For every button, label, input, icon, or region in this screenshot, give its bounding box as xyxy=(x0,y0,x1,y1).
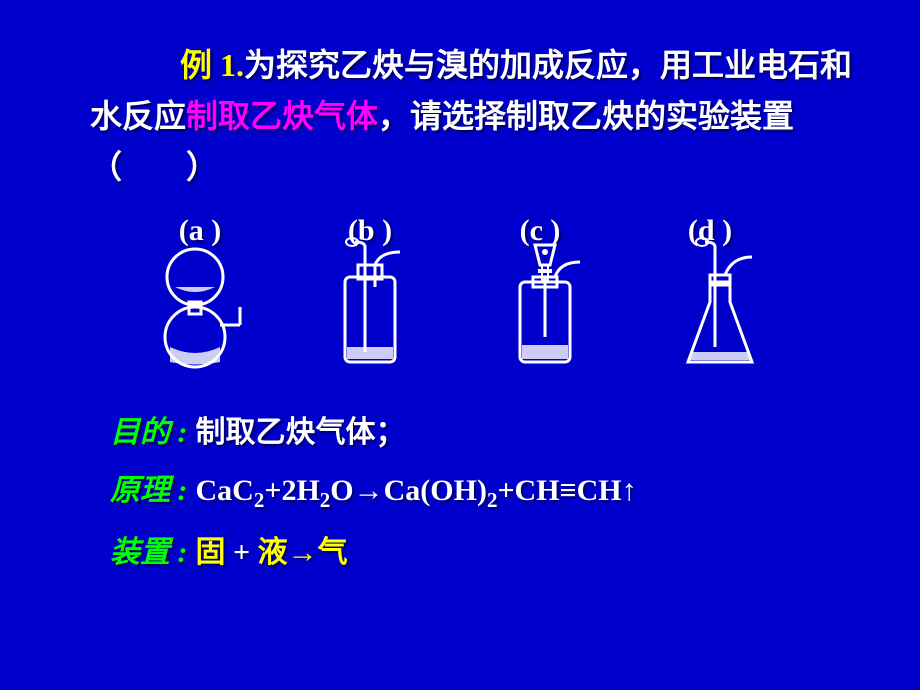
purpose-label: 目的 : xyxy=(110,407,188,451)
principle-label: 原理 : xyxy=(110,465,188,509)
principle-value: CaC2+2H2O→Ca(OH)2+CH≡CH↑ xyxy=(196,474,637,513)
apparatus-plus: + xyxy=(233,536,258,569)
apparatus-a-icon xyxy=(135,237,255,377)
apparatus-row xyxy=(90,237,860,377)
purpose-line: 目的 : 制取乙炔气体； xyxy=(90,407,860,451)
apparatus-label: 装置 : xyxy=(110,527,188,571)
apparatus-arrow: → xyxy=(288,536,318,569)
example-label: 例 1. xyxy=(180,47,244,83)
apparatus-value: 固 + 液→气 xyxy=(196,527,348,571)
apparatus-solid: 固 xyxy=(196,536,234,569)
question-highlight: 制取乙炔气体 xyxy=(186,98,378,134)
question-text: 例 1.为探究乙炔与溴的加成反应，用工业电石和水反应制取乙炔气体，请选择制取乙炔… xyxy=(90,40,860,194)
apparatus-liquid: 液 xyxy=(258,536,288,569)
apparatus-b-icon xyxy=(310,237,430,377)
apparatus-c-icon xyxy=(485,237,605,377)
apparatus-d-icon xyxy=(660,237,780,377)
principle-line: 原理 : CaC2+2H2O→Ca(OH)2+CH≡CH↑ xyxy=(90,465,860,513)
apparatus-line: 装置 : 固 + 液→气 xyxy=(90,527,860,571)
apparatus-gas: 气 xyxy=(318,536,348,569)
purpose-value: 制取乙炔气体； xyxy=(196,407,406,451)
